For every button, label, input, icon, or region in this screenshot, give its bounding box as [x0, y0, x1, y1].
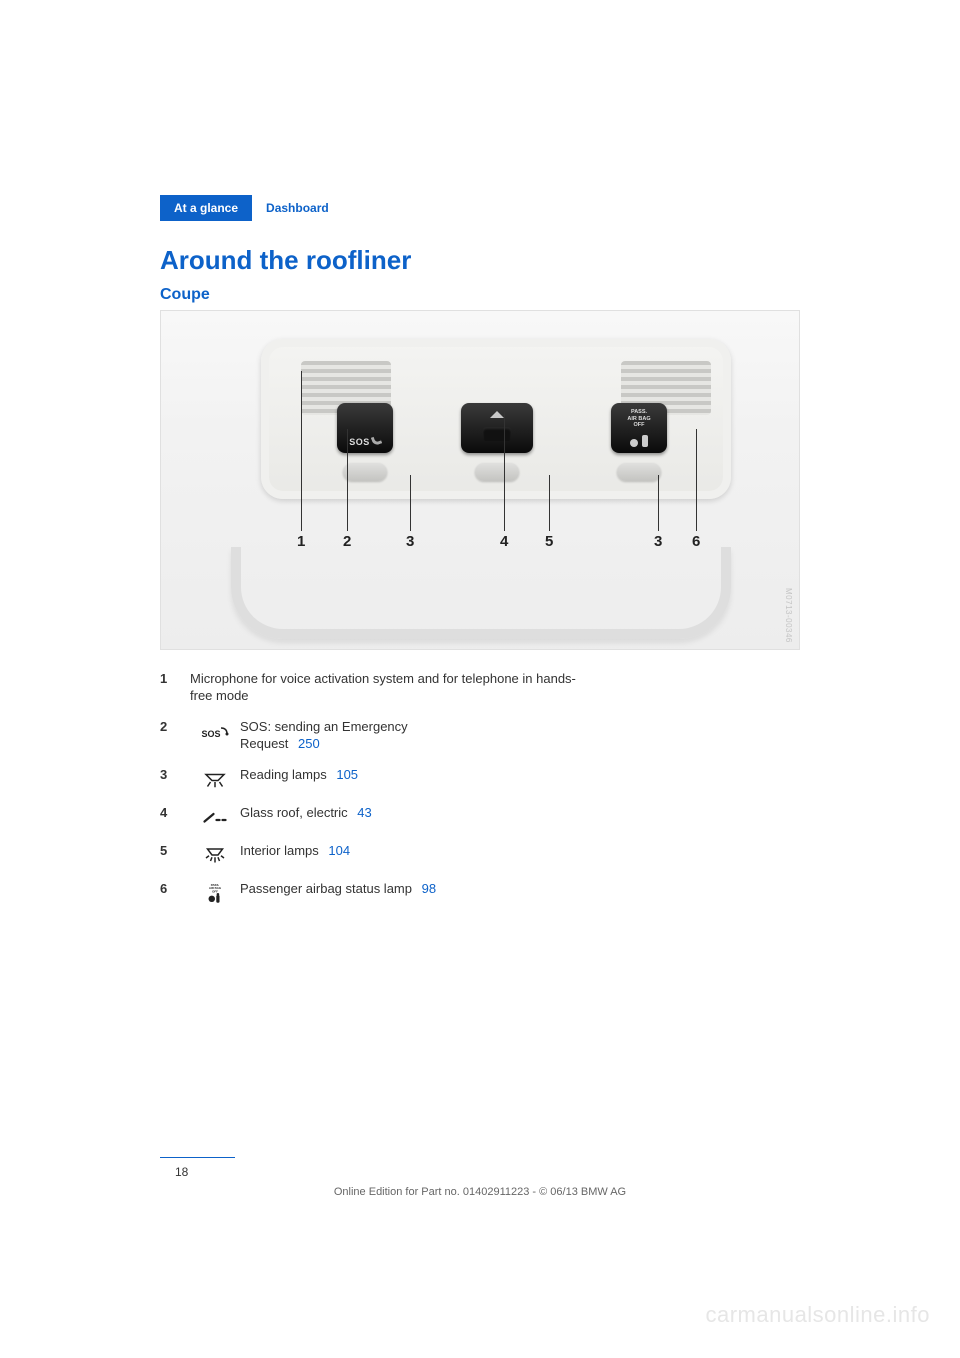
list-item: 2 SOS SOS: sending an Emergency Request … [160, 718, 590, 752]
list-item: 1 Microphone for voice activation system… [160, 670, 590, 704]
list-item: 4 Glass roof, electric 43 [160, 804, 590, 828]
callout-line [658, 475, 659, 531]
page-ref-link[interactable]: 250 [298, 736, 320, 751]
roof-arrow-icon [490, 411, 504, 418]
sos-button: SOS [337, 403, 393, 453]
callout-line [301, 371, 302, 531]
sos-label: SOS [337, 436, 393, 447]
callout-line [696, 429, 697, 531]
section-subtitle: Coupe [160, 286, 840, 304]
image-code: M0713-00346 [784, 588, 793, 643]
item-number: 3 [160, 766, 190, 783]
item-text: Glass roof, electric [240, 805, 348, 820]
callout-line [410, 475, 411, 531]
callout-line [347, 429, 348, 531]
list-item: 6 PASS. AIR BAG OFF Passenger airbag sta… [160, 880, 590, 904]
roofliner-diagram: SOS PASS. AIR BAG OFF 1 2 3 4 5 3 6 M071… [160, 310, 800, 650]
item-number: 1 [160, 670, 190, 687]
reading-lamp-right [617, 463, 661, 481]
svg-text:SOS: SOS [202, 729, 221, 739]
item-number: 6 [160, 880, 190, 897]
item-text: Microphone for voice activation system a… [190, 670, 590, 704]
page-ref-link[interactable]: 98 [422, 881, 436, 896]
breadcrumb-tabs: At a glance Dashboard [160, 195, 840, 221]
footer-text: Online Edition for Part no. 01402911223 … [0, 1186, 960, 1198]
interior-lamp-icon [190, 842, 240, 866]
callout-line [504, 411, 505, 531]
airbag-status-lamp: PASS. AIR BAG OFF [611, 403, 667, 453]
svg-text:OFF: OFF [212, 889, 218, 893]
reading-lamp-icon [190, 766, 240, 790]
page-ref-link[interactable]: 105 [336, 767, 358, 782]
item-text: Interior lamps [240, 843, 319, 858]
item-text: Passenger airbag status lamp [240, 881, 412, 896]
sos-icon: SOS [190, 718, 240, 742]
page-number: 18 [175, 1165, 188, 1179]
grab-handle [231, 547, 731, 639]
tab-dashboard[interactable]: Dashboard [252, 195, 343, 221]
legend-list: 1 Microphone for voice activation system… [160, 670, 590, 904]
roof-slot-icon [483, 427, 511, 441]
item-number: 5 [160, 842, 190, 859]
glass-roof-icon [190, 804, 240, 828]
item-text: SOS: sending an Emergency [240, 719, 408, 734]
item-number: 2 [160, 718, 190, 735]
callout-line [549, 475, 550, 531]
page-ref-link[interactable]: 43 [357, 805, 371, 820]
item-number: 4 [160, 804, 190, 821]
item-text: Request [240, 736, 288, 751]
page-title: Around the roofliner [160, 245, 840, 276]
watermark: carmanualsonline.info [705, 1302, 930, 1328]
airbag-label: PASS. AIR BAG OFF [611, 409, 667, 429]
item-text: Reading lamps [240, 767, 327, 782]
airbag-icon [630, 433, 648, 447]
page-ref-link[interactable]: 104 [328, 843, 350, 858]
reading-lamp-left [343, 463, 387, 481]
tab-at-a-glance[interactable]: At a glance [160, 195, 252, 221]
airbag-status-icon: PASS. AIR BAG OFF [190, 880, 240, 904]
list-item: 5 Interior lamps 104 [160, 842, 590, 866]
list-item: 3 Reading lamps 105 [160, 766, 590, 790]
glass-roof-switch [461, 403, 533, 453]
interior-lamp-switch [475, 463, 519, 481]
